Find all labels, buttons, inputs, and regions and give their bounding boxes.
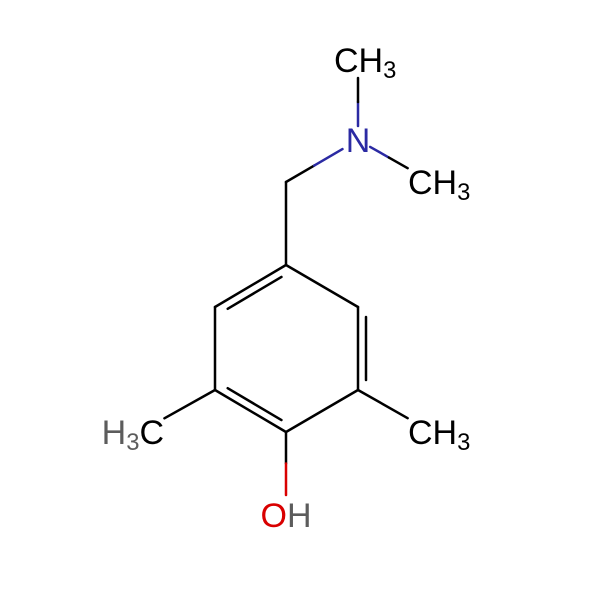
atom-label-n_ch3_right: CH3 [408,164,470,206]
atom-label-n_ch3_up: CH3 [334,42,396,84]
atom-label-oh: OH [260,497,311,535]
atom-label-n: N [346,122,371,160]
atom-label-ch3_left: H3C [102,414,164,456]
atom-label-ch3_right: CH3 [408,414,470,456]
chemical-structure: N CH3 CH3 CH3 H3C OH [0,0,600,600]
